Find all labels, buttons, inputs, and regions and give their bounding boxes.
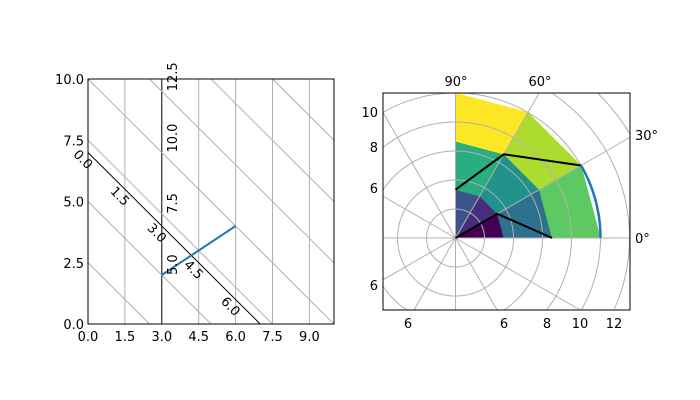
- grid-radial-line: [382, 195, 456, 239]
- grid-circle: [581, 237, 601, 310]
- floating-axis-tick-label: 7.5: [166, 193, 181, 214]
- grid-line-diagonal: [87, 139, 273, 325]
- series-line: [161, 225, 237, 276]
- grid-circle: [613, 237, 630, 309]
- x-tick-label: 7.5: [262, 330, 283, 345]
- floating-axis-tick-label: 0.0: [70, 147, 95, 172]
- y-tick-label: 0.0: [63, 318, 84, 333]
- grid-line-diagonal: [87, 201, 212, 325]
- axes-frame: [87, 78, 335, 325]
- angle-tick-label: 30°: [635, 129, 658, 144]
- grid-line-diagonal: [210, 78, 335, 202]
- x-tick-label: 3.0: [151, 330, 172, 345]
- grid-line-diagonal: [87, 78, 335, 325]
- left-tick-label: 6: [370, 279, 378, 294]
- grid-line-diagonal: [272, 78, 335, 141]
- left-tick-label: 8: [370, 141, 378, 156]
- floating-axis-tick-label: 3.0: [144, 221, 169, 246]
- y-tick-label: 5.0: [63, 196, 84, 211]
- floating-axis-tick-label: 4.5: [181, 258, 206, 283]
- x-tick-label: 1.5: [115, 330, 136, 345]
- plot-area: [87, 78, 335, 325]
- plot-area: [382, 92, 631, 311]
- floating-axis-tick-label: 5.0: [166, 254, 181, 275]
- left-axes: 0.0 1.5 3.0 4.5 6.0 7.5 9.0 0.0 2.5 5.0 7.5 10.0 5.0…: [55, 62, 335, 345]
- angle-tick-label: 0°: [635, 232, 650, 247]
- left-tick-label: 6: [370, 182, 378, 197]
- contour-line: [454, 212, 553, 239]
- grid-radial-line: [455, 237, 498, 311]
- angle-tick-label: 90°: [444, 75, 467, 90]
- floating-axis-tick-label: 10.0: [166, 124, 181, 153]
- y-tick-label: 10.0: [55, 73, 84, 88]
- bottom-tick-label: 10: [572, 317, 589, 332]
- angle-tick-label: 60°: [528, 75, 551, 90]
- grid-circle: [504, 237, 543, 311]
- axes-frame: [382, 92, 631, 311]
- grid-line-diagonal: [149, 78, 335, 264]
- left-tick-label: 10: [361, 106, 378, 121]
- x-tick-label: 6.0: [225, 330, 246, 345]
- x-tick-label: 0.0: [78, 330, 99, 345]
- grid-circle: [546, 237, 572, 310]
- floating-axis-tick-label: 6.0: [217, 294, 242, 319]
- bottom-tick-label: 12: [606, 317, 623, 332]
- grid-radial-line: [382, 112, 456, 239]
- grid-radial-line: [413, 237, 456, 311]
- y-tick-label: 7.5: [63, 134, 84, 149]
- grid-circle: [597, 92, 630, 134]
- grid-radial-line: [455, 237, 581, 311]
- floating-axis-diagonal: [87, 152, 261, 325]
- grid-circle: [552, 93, 630, 239]
- grid-line-diagonal: [87, 262, 150, 325]
- floating-axis-tick-label: 1.5: [107, 184, 132, 209]
- bottom-tick-label: 6: [404, 317, 412, 332]
- grid-circle: [382, 150, 543, 239]
- grid-radial-line: [382, 237, 456, 281]
- contour-line: [454, 153, 582, 191]
- grid-circle: [382, 121, 572, 239]
- grid-circle: [382, 286, 407, 311]
- floating-axis-tick-label: 12.5: [166, 62, 181, 91]
- y-tick-label: 2.5: [63, 257, 84, 272]
- bottom-tick-label: 6: [500, 317, 508, 332]
- x-tick-label: 9.0: [299, 330, 320, 345]
- grid-radial-line: [455, 92, 540, 239]
- right-axes: 90° 60° 30° 0° 10 8 6 6 6 6 8 10 12: [361, 75, 658, 332]
- series-arc: [579, 164, 602, 239]
- x-tick-label: 4.5: [188, 330, 209, 345]
- bottom-tick-label: 8: [543, 317, 551, 332]
